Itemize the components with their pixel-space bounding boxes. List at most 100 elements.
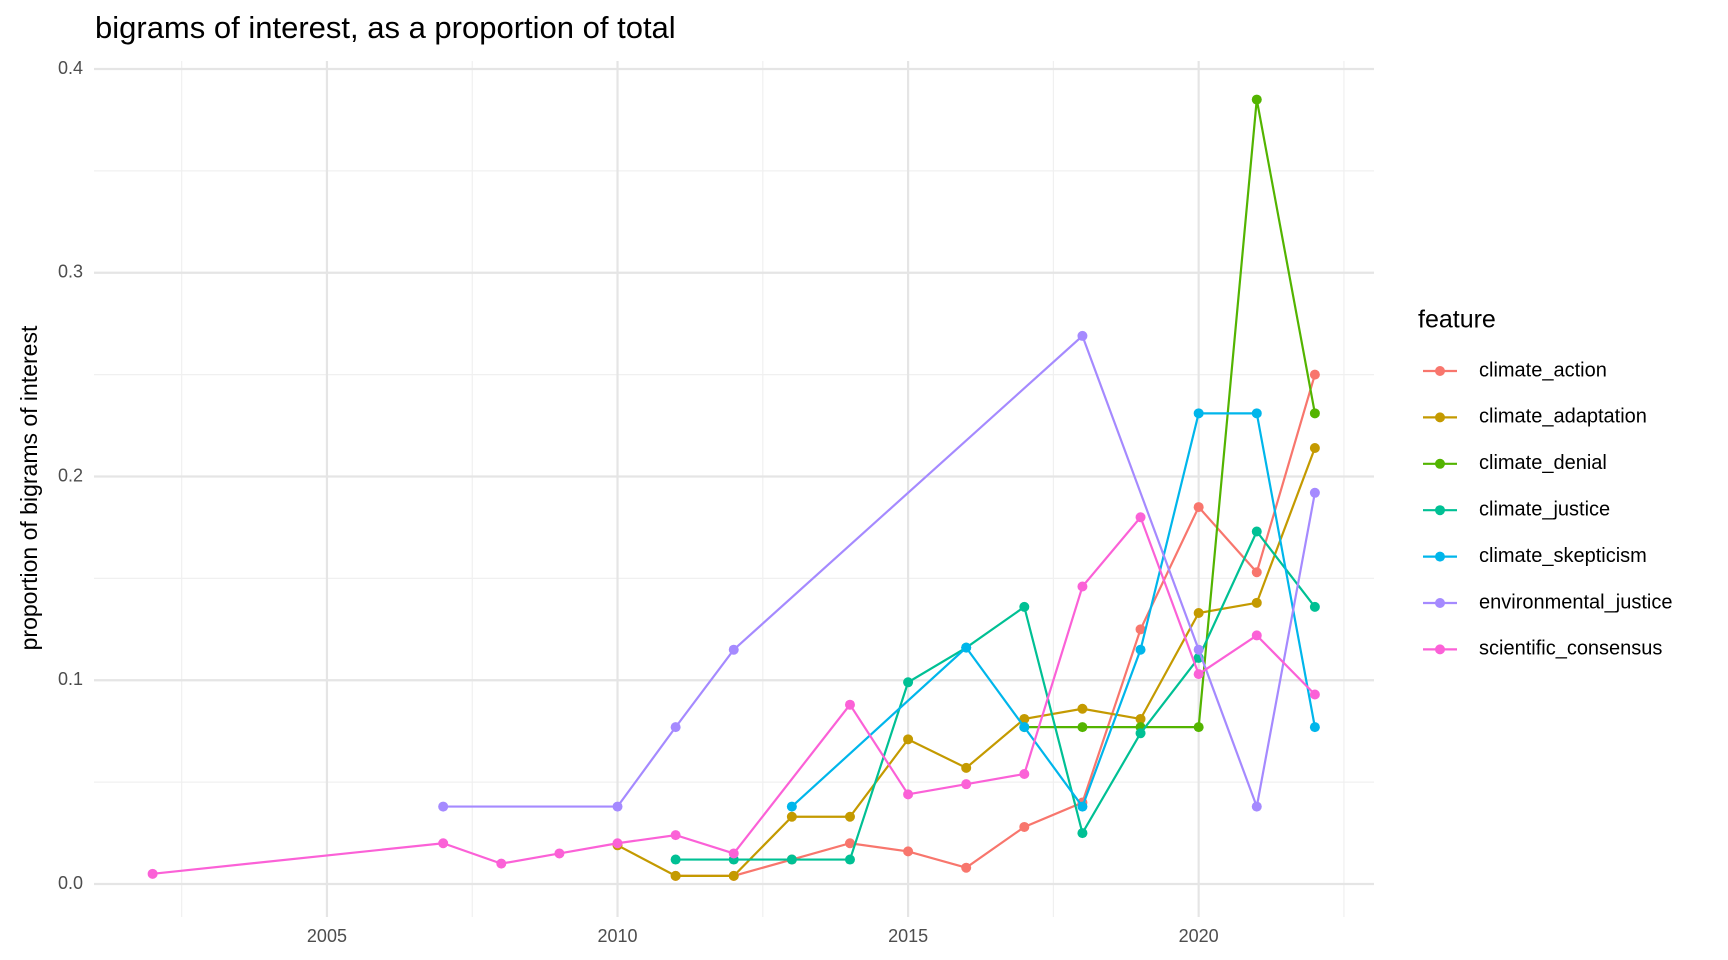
- grid: [94, 61, 1374, 917]
- point: [961, 862, 972, 873]
- point: [903, 846, 914, 857]
- point: [903, 734, 914, 745]
- legend-key-point: [1435, 412, 1445, 423]
- point: [728, 848, 739, 859]
- point: [147, 868, 158, 879]
- point: [1135, 644, 1146, 655]
- series: [670, 526, 1320, 865]
- point: [1019, 768, 1030, 779]
- point: [1193, 722, 1204, 733]
- point: [1251, 597, 1262, 608]
- legend-label: scientific_consensus: [1479, 638, 1662, 660]
- line: [617, 447, 1316, 877]
- legend-label: climate_skepticism: [1479, 545, 1647, 567]
- y-tick-label: 0.0: [58, 873, 83, 893]
- point: [554, 848, 565, 859]
- legend-key-point: [1435, 505, 1445, 516]
- point: [728, 870, 739, 881]
- legend-label: climate_justice: [1479, 498, 1610, 520]
- point: [1019, 601, 1030, 612]
- line: [675, 529, 1316, 861]
- chart-title: bigrams of interest, as a proportion of …: [95, 10, 676, 45]
- point: [1251, 408, 1262, 419]
- legend-key-point: [1435, 644, 1445, 655]
- point: [670, 830, 681, 841]
- y-tick-label: 0.1: [58, 669, 83, 689]
- point: [728, 644, 739, 655]
- point: [1135, 512, 1146, 523]
- point: [612, 838, 623, 849]
- point: [1309, 487, 1320, 498]
- legend-key-point: [1435, 551, 1445, 562]
- point: [1251, 630, 1262, 641]
- y-axis-label: proportion of bigrams of interest: [16, 325, 42, 650]
- point: [1309, 689, 1320, 700]
- point: [438, 838, 449, 849]
- x-tick-label: 2010: [597, 926, 637, 946]
- line: [675, 374, 1316, 877]
- series: [612, 442, 1320, 881]
- legend-label: climate_denial: [1479, 452, 1607, 474]
- point: [1193, 644, 1204, 655]
- point: [1309, 442, 1320, 453]
- point: [844, 854, 855, 865]
- point: [1077, 828, 1088, 839]
- legend-key-point: [1435, 366, 1445, 376]
- point: [961, 762, 972, 773]
- point: [1019, 722, 1030, 733]
- legend-label: climate_adaptation: [1479, 406, 1647, 428]
- point: [844, 811, 855, 822]
- series: [786, 408, 1320, 812]
- series: [438, 330, 1320, 812]
- point: [438, 801, 449, 812]
- point: [1135, 728, 1146, 739]
- point: [1309, 601, 1320, 612]
- y-tick-label: 0.4: [58, 58, 83, 78]
- point: [786, 801, 797, 812]
- point: [844, 838, 855, 849]
- point: [903, 789, 914, 800]
- legend-key-point: [1435, 598, 1445, 608]
- point: [1019, 821, 1030, 832]
- point: [1193, 669, 1204, 680]
- y-tick-label: 0.3: [58, 262, 83, 282]
- legend-key-point: [1435, 458, 1445, 469]
- series: [1019, 94, 1320, 733]
- legend-label: climate_action: [1479, 359, 1607, 381]
- point: [1019, 713, 1030, 724]
- point: [1309, 408, 1320, 419]
- point: [1077, 722, 1088, 733]
- point: [612, 801, 623, 812]
- line: [152, 515, 1316, 875]
- point: [1193, 608, 1204, 619]
- point: [670, 854, 681, 865]
- line: [1024, 99, 1316, 729]
- point: [1251, 526, 1262, 537]
- y-tick-label: 0.2: [58, 465, 83, 485]
- point: [670, 722, 681, 733]
- point: [1135, 624, 1146, 635]
- point: [786, 811, 797, 822]
- point: [1251, 94, 1262, 105]
- point: [1077, 703, 1088, 714]
- point: [1077, 801, 1088, 812]
- legend-label: environmental_justice: [1479, 591, 1672, 613]
- legend-title: feature: [1418, 306, 1496, 334]
- line: [443, 334, 1316, 811]
- point: [1077, 581, 1088, 592]
- point: [496, 858, 507, 869]
- point: [961, 642, 972, 653]
- point: [1193, 502, 1204, 513]
- x-tick-label: 2005: [307, 926, 347, 946]
- point: [1135, 713, 1146, 724]
- point: [786, 854, 797, 865]
- point: [1251, 801, 1262, 812]
- point: [1251, 567, 1262, 578]
- x-tick-label: 2015: [888, 926, 928, 946]
- series: [147, 512, 1320, 879]
- line: [791, 412, 1316, 809]
- point: [1193, 408, 1204, 419]
- point: [670, 870, 681, 881]
